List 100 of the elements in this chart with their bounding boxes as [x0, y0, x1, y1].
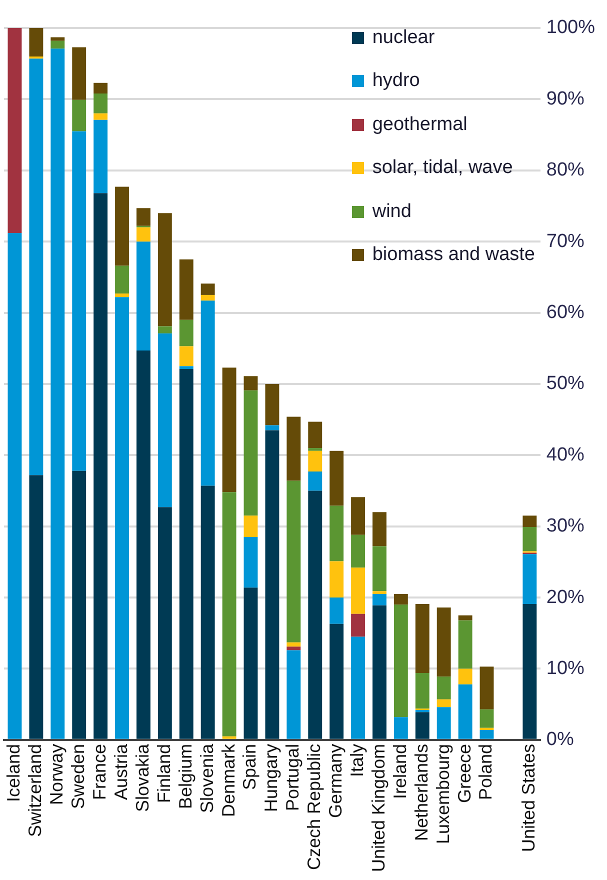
x-tick-label: Czech Republic: [304, 744, 324, 870]
bar: [50, 37, 65, 41]
bar: [458, 620, 472, 669]
x-tick-label: Ireland: [390, 744, 410, 799]
bar: [200, 294, 215, 301]
y-tick-label: 20%: [546, 586, 585, 608]
bar: [308, 450, 322, 472]
bar: [29, 58, 44, 476]
bar: [265, 430, 280, 739]
bar: [94, 93, 108, 114]
x-tick-label: Sweden: [68, 744, 88, 809]
bar: [200, 486, 215, 739]
bar: [480, 730, 494, 739]
bar: [179, 366, 194, 370]
bar: [394, 604, 408, 718]
y-tick-label: 70%: [546, 230, 585, 252]
legend-label: solar, tidal, wave: [372, 157, 513, 180]
bar: [351, 636, 365, 739]
bar: [136, 350, 150, 739]
x-tick-label: Denmark: [218, 742, 238, 817]
bar: [222, 492, 236, 736]
legend-label: biomass and waste: [372, 244, 535, 266]
bar: [244, 537, 258, 588]
x-tick-label: Finland: [154, 744, 174, 803]
bar: [458, 668, 472, 684]
x-tick-label: Belgium: [175, 744, 196, 809]
x-tick-label: Hungary: [261, 744, 282, 812]
bar: [115, 266, 129, 294]
bar: [244, 390, 258, 516]
bar: [286, 480, 301, 642]
bar: [436, 676, 451, 700]
bar: [436, 608, 451, 677]
bar: [115, 294, 129, 298]
bar: [222, 736, 236, 739]
x-tick-label: United States: [518, 744, 539, 852]
bar: [415, 604, 430, 674]
bar: [29, 56, 44, 59]
bar: [179, 259, 194, 320]
bar: [158, 326, 172, 334]
bar: [415, 673, 430, 709]
bar: [136, 227, 150, 242]
x-tick-label: Portugal: [282, 744, 303, 811]
bar: [522, 527, 537, 552]
bar: [286, 646, 301, 650]
bar: [394, 594, 408, 605]
bar: [200, 300, 215, 486]
y-tick-label: 100%: [546, 17, 596, 38]
legend-label: wind: [372, 200, 412, 223]
bar: [94, 193, 108, 739]
y-tick-label: 90%: [546, 88, 585, 110]
bar: [115, 297, 129, 739]
bar: [394, 717, 408, 739]
bar: [372, 546, 386, 592]
bar: [265, 384, 280, 426]
bar: [480, 709, 494, 728]
bar: [372, 594, 386, 606]
y-tick-label: 10%: [546, 658, 585, 679]
bar: [158, 213, 172, 326]
bar: [372, 512, 386, 546]
legend-label: nuclear: [372, 26, 435, 49]
bar: [50, 40, 65, 49]
bar: [8, 233, 22, 739]
x-tick-label: Norway: [46, 744, 67, 805]
legend-label: hydro: [372, 70, 420, 92]
bar: [136, 208, 150, 226]
bar: [8, 28, 22, 234]
bar: [265, 425, 280, 430]
bar: [330, 450, 344, 506]
x-tick-label: Switzerland: [25, 744, 46, 837]
bar: [372, 591, 386, 594]
x-tick-label: Slovenia: [196, 742, 217, 813]
x-tick-label: Luxembourg: [432, 744, 453, 844]
bar: [286, 642, 301, 647]
bar: [158, 333, 172, 508]
bar: [308, 472, 322, 491]
bar: [94, 82, 108, 94]
bar: [29, 475, 44, 739]
bar: [115, 186, 129, 266]
bar: [308, 422, 322, 448]
bar: [480, 666, 494, 710]
x-tick-label: Greece: [454, 744, 474, 803]
y-tick-label: 80%: [546, 160, 585, 181]
bar: [72, 100, 86, 132]
bar: [179, 320, 194, 346]
bar: [286, 650, 301, 739]
bar: [351, 534, 365, 568]
y-tick-label: 40%: [546, 444, 585, 466]
y-tick-label: 50%: [546, 373, 585, 394]
bar: [29, 28, 44, 56]
bar: [372, 605, 386, 739]
bar: [72, 47, 86, 100]
bar: [308, 490, 322, 739]
x-tick-label: Iceland: [4, 744, 24, 802]
bar: [415, 712, 430, 739]
bar: [522, 554, 537, 604]
x-tick-label: Italy: [346, 744, 367, 777]
bar: [330, 624, 344, 739]
bar: [308, 448, 322, 451]
bar: [50, 48, 65, 739]
y-tick-label: 60%: [546, 302, 585, 324]
